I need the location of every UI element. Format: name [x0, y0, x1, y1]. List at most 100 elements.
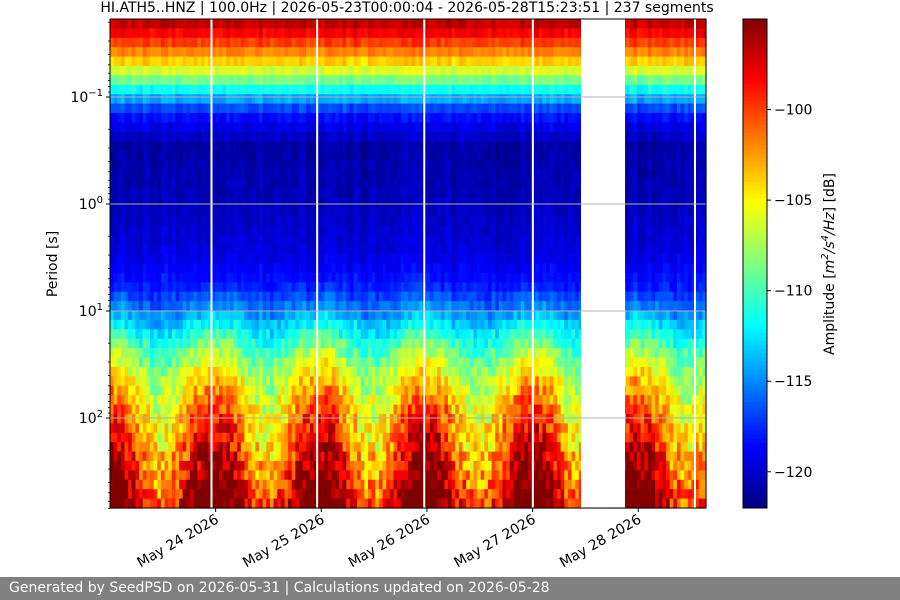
heatmap-cell: [404, 197, 409, 208]
heatmap-cell: [368, 19, 373, 29]
heatmap-cell: [280, 470, 286, 481]
heatmap-cell: [353, 272, 358, 283]
heatmap-cell: [244, 479, 249, 490]
heatmap-cell: [288, 75, 293, 86]
heatmap-cell: [411, 131, 416, 142]
heatmap-cell: [259, 282, 264, 293]
heatmap-cell: [120, 282, 126, 293]
heatmap-cell: [335, 244, 340, 255]
heatmap-cell: [175, 244, 180, 255]
heatmap-cell: [349, 282, 355, 293]
heatmap-cell: [349, 122, 355, 133]
heatmap-cell: [298, 150, 304, 161]
heatmap-cell: [400, 423, 405, 434]
heatmap-cell: [160, 188, 166, 199]
heatmap-cell: [110, 197, 115, 208]
heatmap-cell: [397, 385, 402, 396]
heatmap-cell: [298, 254, 304, 265]
heatmap-cell: [288, 178, 293, 189]
heatmap-cell: [295, 489, 300, 500]
heatmap-cell: [317, 460, 322, 471]
heatmap-cell: [128, 56, 133, 67]
heatmap-cell: [277, 188, 282, 199]
heatmap-cell: [444, 207, 449, 218]
heatmap-cell: [208, 28, 213, 39]
heatmap-cell: [142, 319, 147, 330]
heatmap-cell: [128, 282, 133, 293]
heatmap-cell: [397, 319, 402, 330]
heatmap-cell: [171, 37, 177, 48]
heatmap-cell: [168, 197, 173, 208]
heatmap-cell: [204, 113, 209, 124]
heatmap-cell: [368, 385, 373, 396]
heatmap-cell: [368, 28, 373, 39]
heatmap-cell: [444, 235, 449, 246]
heatmap-cell: [197, 282, 202, 293]
heatmap-cell: [193, 254, 198, 265]
heatmap-cell: [208, 319, 213, 330]
heatmap-cell: [378, 207, 384, 218]
heatmap-cell: [237, 244, 242, 255]
heatmap-cell: [291, 263, 296, 274]
heatmap-cell: [393, 395, 398, 406]
heatmap-cell: [404, 75, 409, 86]
heatmap-cell: [215, 150, 220, 161]
heatmap-cell: [291, 442, 296, 453]
heatmap-cell: [349, 451, 355, 462]
heatmap-cell: [357, 263, 362, 274]
heatmap-cell: [328, 329, 333, 340]
heatmap-cell: [357, 319, 362, 330]
heatmap-cell: [244, 47, 249, 58]
heatmap-cell: [288, 338, 293, 349]
heatmap-cell: [284, 432, 289, 443]
heatmap-cell: [378, 254, 384, 265]
heatmap-cell: [328, 197, 333, 208]
heatmap-cell: [306, 432, 311, 443]
heatmap-cell: [186, 113, 191, 124]
heatmap-cell: [251, 188, 256, 199]
heatmap-cell: [429, 84, 435, 95]
heatmap-cell: [368, 150, 373, 161]
heatmap-cell: [360, 19, 365, 29]
heatmap-cell: [295, 178, 300, 189]
heatmap-cell: [295, 28, 300, 39]
heatmap-cell: [240, 489, 246, 500]
heatmap-cell: [226, 188, 231, 199]
heatmap-cell: [211, 451, 216, 462]
heatmap-cell: [164, 75, 169, 86]
heatmap-cell: [219, 479, 224, 490]
heatmap-cell: [197, 479, 202, 490]
heatmap-cell: [262, 75, 267, 86]
heatmap-cell: [368, 470, 373, 481]
heatmap-cell: [233, 178, 238, 189]
heatmap-cell: [382, 470, 387, 481]
heatmap-cell: [131, 310, 137, 321]
heatmap-cell: [451, 489, 456, 500]
heatmap-cell: [440, 197, 445, 208]
heatmap-cell: [433, 291, 438, 302]
heatmap-cell: [353, 94, 358, 105]
heatmap-cell: [364, 272, 369, 283]
heatmap-cell: [404, 479, 409, 490]
heatmap-cell: [371, 178, 376, 189]
heatmap-cell: [211, 272, 216, 283]
heatmap-cell: [444, 160, 449, 171]
heatmap-cell: [408, 489, 413, 500]
heatmap-cell: [251, 470, 256, 481]
heatmap-cell: [400, 498, 405, 509]
heatmap-cell: [411, 197, 416, 208]
heatmap-cell: [288, 348, 293, 359]
heatmap-cell: [360, 329, 365, 340]
heatmap-cell: [204, 188, 209, 199]
heatmap-cell: [124, 263, 129, 274]
heatmap-cell: [175, 282, 180, 293]
heatmap-cell: [269, 366, 275, 377]
heatmap-cell: [182, 113, 187, 124]
heatmap-cell: [157, 66, 162, 77]
heatmap-cell: [149, 178, 155, 189]
heatmap-cell: [164, 19, 169, 29]
heatmap-cell: [215, 357, 220, 368]
heatmap-cell: [433, 272, 438, 283]
heatmap-cell: [458, 37, 464, 48]
heatmap-cell: [251, 47, 256, 58]
